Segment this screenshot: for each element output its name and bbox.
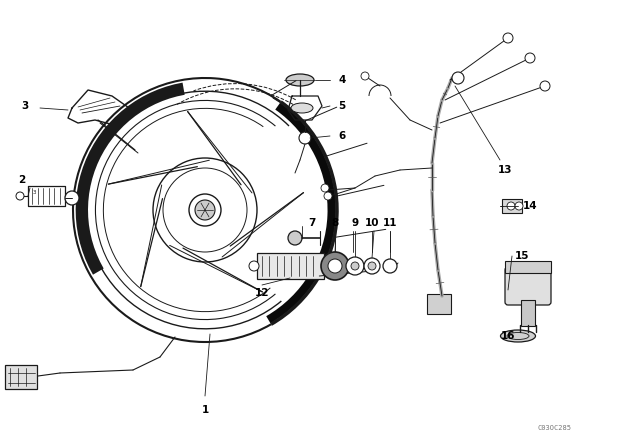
Text: 1: 1 [202,405,209,415]
Text: 11: 11 [383,218,397,228]
Circle shape [503,33,513,43]
Circle shape [249,261,259,271]
Ellipse shape [500,330,536,342]
Circle shape [328,259,342,273]
Circle shape [515,202,523,210]
Circle shape [540,81,550,91]
Circle shape [65,191,79,205]
Circle shape [383,259,397,273]
Text: 2: 2 [19,175,26,185]
Ellipse shape [291,103,313,113]
Text: 14: 14 [523,201,538,211]
FancyBboxPatch shape [257,253,324,279]
FancyBboxPatch shape [427,294,451,314]
Text: C03OC285: C03OC285 [538,425,572,431]
Circle shape [525,53,535,63]
Circle shape [288,231,302,245]
Text: 9: 9 [351,218,358,228]
Text: 16: 16 [500,331,515,341]
Circle shape [346,257,364,275]
Circle shape [361,72,369,80]
FancyBboxPatch shape [505,267,551,305]
FancyBboxPatch shape [521,300,535,326]
Text: 5: 5 [339,101,346,111]
Circle shape [299,132,311,144]
Circle shape [321,184,329,192]
Circle shape [195,200,215,220]
FancyBboxPatch shape [505,261,551,273]
Circle shape [16,192,24,200]
Circle shape [324,192,332,200]
Text: 10: 10 [365,218,380,228]
FancyBboxPatch shape [5,365,37,389]
Text: 8: 8 [332,218,339,228]
FancyBboxPatch shape [502,199,522,213]
Circle shape [364,258,380,274]
Text: 7: 7 [308,218,316,228]
Circle shape [321,252,349,280]
Text: 12: 12 [255,288,269,298]
Circle shape [351,262,359,270]
Circle shape [507,202,515,210]
Circle shape [452,72,464,84]
Text: 4: 4 [339,75,346,85]
Text: 15: 15 [515,251,529,261]
Ellipse shape [286,74,314,86]
Polygon shape [76,82,185,275]
Text: 3: 3 [21,101,29,111]
Text: 6: 6 [339,131,346,141]
Circle shape [368,262,376,270]
Circle shape [189,194,221,226]
Text: 13: 13 [498,165,512,175]
Text: 3: 3 [32,190,36,194]
